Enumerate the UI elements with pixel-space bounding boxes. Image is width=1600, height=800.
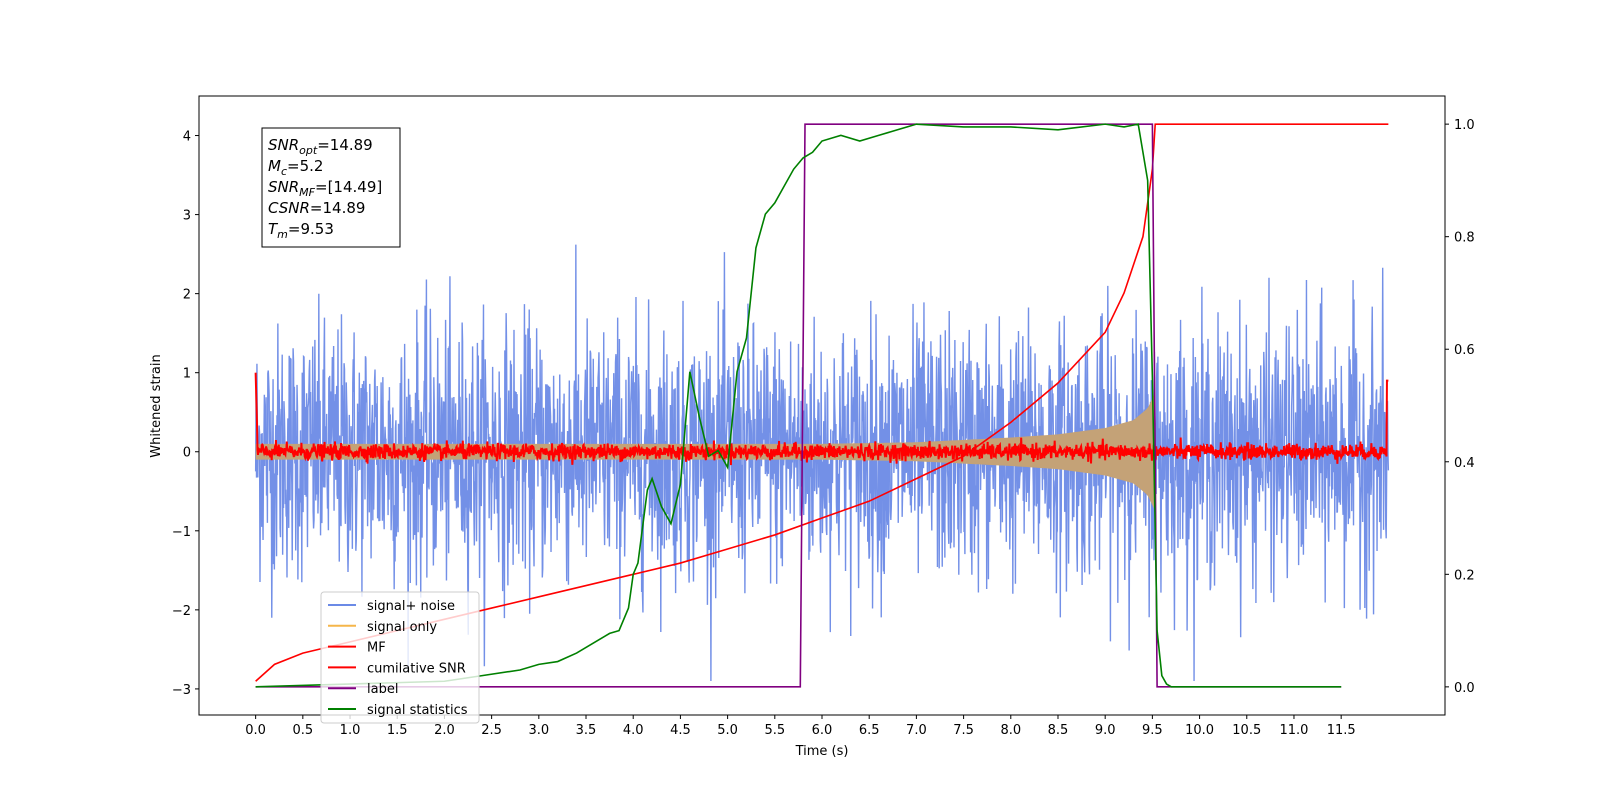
y2-tick-label: 1.0 <box>1454 118 1475 133</box>
info-line: SNRopt=14.89 <box>268 136 373 157</box>
info-line: Mc=5.2 <box>268 157 323 178</box>
y-tick-label: 2 <box>183 288 191 303</box>
y2-tick-label: 0.4 <box>1454 456 1475 471</box>
y-tick-label: 0 <box>183 446 191 461</box>
x-tick-label: 8.0 <box>1000 723 1021 738</box>
x-tick-label: 6.0 <box>812 723 833 738</box>
info-line: SNRMF=[14.49] <box>268 178 382 199</box>
series-signal-noise <box>254 244 1390 682</box>
x-tick-label: 2.5 <box>481 723 502 738</box>
legend-label: signal+ noise <box>367 599 455 614</box>
x-tick-label: 5.5 <box>764 723 785 738</box>
info-box: SNRopt=14.89Mc=5.2SNRMF=[14.49]CSNR=14.8… <box>261 127 401 248</box>
x-axis-title: Time (s) <box>795 744 849 759</box>
y2-tick-label: 0.6 <box>1454 343 1475 358</box>
info-line: Tm=9.53 <box>268 220 334 241</box>
y2-tick-label: 0.2 <box>1454 568 1475 583</box>
x-tick-label: 4.5 <box>670 723 691 738</box>
x-tick-label: 5.0 <box>717 723 738 738</box>
legend-label: cumilative SNR <box>367 661 466 676</box>
legend-label: signal only <box>367 620 437 635</box>
series-mf <box>254 372 1389 466</box>
x-tick-label: 10.5 <box>1232 723 1261 738</box>
x-tick-label: 8.5 <box>1048 723 1069 738</box>
x-tick-label: 6.5 <box>859 723 880 738</box>
legend-label: MF <box>367 641 386 656</box>
x-tick-label: 3.5 <box>576 723 597 738</box>
x-tick-label: 11.5 <box>1327 723 1356 738</box>
x-tick-label: 4.0 <box>623 723 644 738</box>
x-tick-label: 10.0 <box>1185 723 1214 738</box>
series-signal-statistics <box>255 123 1342 688</box>
info-box-frame <box>261 127 401 248</box>
y-tick-label: 1 <box>183 367 191 382</box>
x-tick-label: 0.0 <box>245 723 266 738</box>
x-tick-label: 7.0 <box>906 723 927 738</box>
x-tick-label: 3.0 <box>528 723 549 738</box>
legend-label: label <box>367 682 398 697</box>
legend: signal+ noise signal only MF cumilative SNR… <box>320 591 480 724</box>
x-tick-label: 9.0 <box>1095 723 1116 738</box>
y-tick-label: 4 <box>183 130 191 145</box>
x-tick-label: 1.5 <box>387 723 408 738</box>
x-tick-label: 1.0 <box>340 723 361 738</box>
axes: 0.0 0.5 1.0 1.5 2.0 2.5 3.0 3.5 4.0 4.5 5.0 5.5 6.0 6… <box>172 118 1475 738</box>
y-tick-label: −1 <box>172 525 191 540</box>
y-tick-label: −2 <box>172 604 191 619</box>
x-tick-label: 2.0 <box>434 723 455 738</box>
legend-frame <box>320 591 480 724</box>
y-axis-title: Whitened strain <box>149 354 164 457</box>
legend-label: signal statistics <box>367 703 468 718</box>
x-tick-label: 11.0 <box>1279 723 1308 738</box>
x-tick-label: 9.5 <box>1142 723 1163 738</box>
y2-tick-label: 0.0 <box>1454 681 1475 696</box>
x-tick-label: 0.5 <box>292 723 313 738</box>
y2-tick-label: 0.8 <box>1454 231 1475 246</box>
info-line: CSNR=14.89 <box>268 199 365 217</box>
y-tick-label: −3 <box>172 683 191 698</box>
x-tick-label: 7.5 <box>953 723 974 738</box>
y-tick-label: 3 <box>183 209 191 224</box>
